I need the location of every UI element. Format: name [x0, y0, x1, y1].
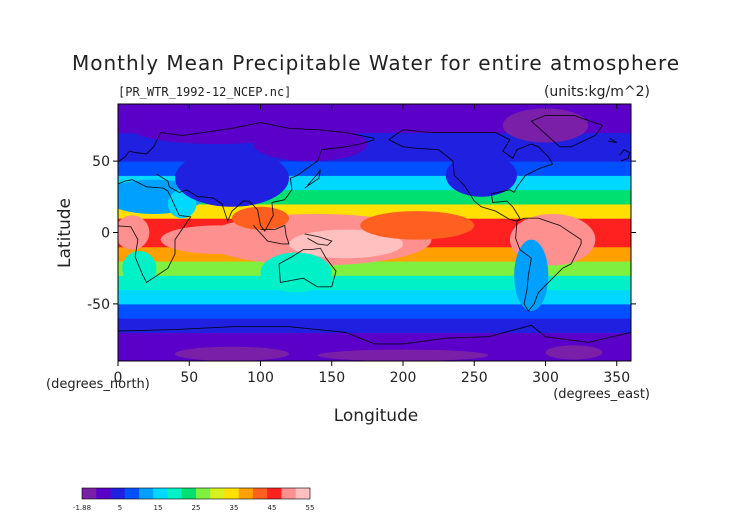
field-anomaly [175, 149, 289, 207]
colorbar-swatch [210, 488, 225, 499]
units-label: (units:kg/m^2) [544, 84, 650, 100]
colorbar-swatch [295, 488, 311, 499]
y-tick-label: -50 [87, 297, 110, 313]
coastline-segment [619, 149, 631, 162]
coastline-segment [253, 224, 290, 245]
x-tick-label: 350 [603, 370, 630, 386]
colorbar-tick-label: 55 [306, 504, 315, 512]
zonal-band [118, 303, 631, 319]
colorbar-tick-label: -1.88 [73, 504, 91, 512]
coastline-segment [278, 247, 337, 288]
zonal-band [118, 332, 631, 348]
field-anomaly [160, 225, 275, 254]
field-anomaly [232, 206, 289, 230]
x-tick-label: 250 [461, 370, 488, 386]
colorbar-swatch [253, 488, 268, 499]
colorbar-tick-label: 5 [118, 504, 122, 512]
colorbar-ticks: -1.88 5 15 25 35 45 55 [73, 504, 315, 512]
coastline-segment [530, 114, 604, 148]
colorbar-swatch [110, 488, 126, 499]
chart-title: Monthly Mean Precipitable Water for enti… [72, 51, 680, 75]
coastline-segment [388, 129, 554, 222]
zonal-band [118, 275, 631, 291]
zonal-band [118, 104, 631, 119]
y-axis: 50 0 -50 [87, 154, 636, 313]
colorbar-swatch [96, 488, 111, 499]
colorbar-swatch [124, 488, 140, 499]
colorbar-swatch [196, 488, 211, 499]
coastline-segment [118, 179, 192, 284]
zonal-band [118, 318, 631, 333]
coastline-segment [515, 217, 582, 312]
colorbar-swatch [82, 488, 97, 499]
field-anomaly [514, 239, 549, 312]
colorbar-tick-label: 45 [268, 504, 277, 512]
field-anomaly [445, 153, 517, 197]
coastline-segment [304, 169, 321, 189]
field-anomaly [253, 126, 368, 162]
file-label: [PR_WTR_1992-12_NCEP.nc] [118, 85, 291, 99]
heatmap-field [118, 104, 631, 361]
x-tick-label: 150 [318, 370, 345, 386]
colorbar-swatch [224, 488, 240, 499]
field-anomaly [502, 108, 589, 143]
colorbar-tick-label: 15 [154, 504, 163, 512]
field-anomaly [360, 211, 475, 240]
colorbar-swatch [153, 488, 168, 499]
coastline-segment [156, 139, 375, 232]
zonal-band [118, 261, 631, 276]
y-tick-label: 0 [101, 226, 110, 242]
x-tick-label: 200 [390, 370, 417, 386]
coastlines [118, 114, 631, 345]
field-anomaly [175, 346, 289, 361]
y-unit-label: (degrees_north) [46, 377, 150, 392]
coastline-segment [608, 137, 618, 144]
field-anomaly [317, 349, 489, 361]
colorbar-swatch [267, 488, 282, 499]
colorbar-swatch [139, 488, 154, 499]
y-tick-label: 50 [92, 154, 110, 170]
colorbar-tick-label: 35 [230, 504, 239, 512]
x-axis: 0 50 100 150 200 250 300 350 [114, 104, 630, 386]
field-anomaly [350, 231, 385, 252]
x-tick-label: 50 [180, 370, 198, 386]
field-anomaly [118, 215, 150, 250]
field-anomaly [545, 345, 603, 360]
coastline-segment [118, 324, 631, 345]
colorbar-tick-label: 25 [192, 504, 201, 512]
colorbar-swatch [167, 488, 183, 499]
colorbar-swatch [238, 488, 254, 499]
coastline-segment [118, 122, 375, 163]
y-axis-title: Latitude [55, 198, 75, 268]
zonal-band [118, 289, 631, 305]
x-unit-label: (degrees_east) [553, 387, 650, 402]
colorbar-swatch [181, 488, 197, 499]
coastline-segment [304, 233, 333, 246]
colorbar-swatch [281, 488, 297, 499]
colorbar-frame [81, 487, 311, 500]
x-tick-label: 100 [247, 370, 274, 386]
field-anomaly [260, 252, 332, 293]
colorbar [81, 487, 311, 500]
x-tick-label: 0 [114, 370, 123, 386]
x-axis-title: Longitude [334, 406, 419, 426]
x-tick-label: 300 [532, 370, 559, 386]
